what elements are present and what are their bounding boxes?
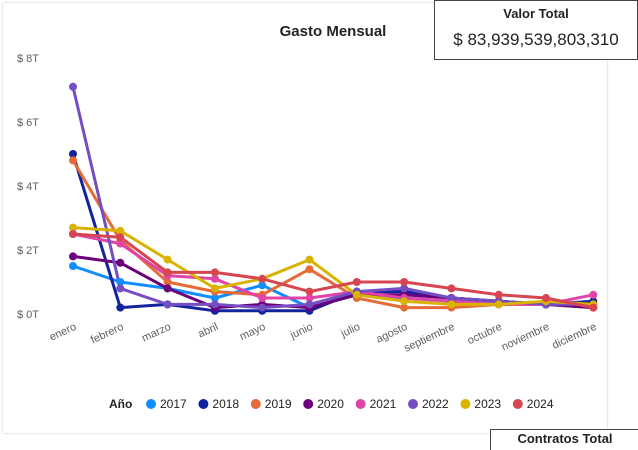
legend-label-2018[interactable]: 2018 (212, 397, 239, 411)
kpi-value: $ 83,939,539,803,310 (453, 30, 619, 49)
x-tick-label: febrero (89, 321, 126, 347)
y-tick-label: $ 4T (17, 181, 39, 193)
legend-label-2024[interactable]: 2024 (527, 397, 554, 411)
data-point-2023[interactable] (116, 226, 125, 235)
x-tick-label: diciembre (550, 321, 598, 352)
data-point-2024[interactable] (258, 274, 267, 283)
legend-marker-2018[interactable] (198, 399, 209, 409)
legend-marker-2017[interactable] (146, 399, 156, 409)
data-point-2021[interactable] (305, 294, 314, 302)
chart-panel: Gasto Mensual $ 0T $ 2T $ 4T $ 6T $ 8T enero… (3, 3, 631, 433)
y-axis: $ 0T $ 2T $ 4T $ 6T $ 8T (17, 53, 39, 321)
y-tick-label: $ 0T (17, 309, 39, 321)
data-point-2024[interactable] (400, 278, 409, 286)
x-tick-label: junio (288, 321, 315, 342)
legend-label-2020[interactable]: 2020 (317, 397, 344, 411)
data-point-2019[interactable] (163, 278, 172, 286)
x-tick-label: octubre (466, 321, 504, 347)
legend-marker-2019[interactable] (250, 399, 261, 409)
data-point-2022[interactable] (400, 284, 409, 293)
series-line-2023[interactable] (71, 226, 595, 306)
data-point-2018[interactable] (116, 303, 125, 312)
data-point-2020[interactable] (69, 252, 77, 261)
data-point-2018[interactable] (69, 150, 77, 158)
data-point-2024[interactable] (163, 268, 172, 277)
data-point-2017[interactable] (116, 278, 125, 286)
x-tick-label: septiembre (402, 321, 456, 355)
legend-label-2022[interactable]: 2022 (422, 397, 449, 411)
series-line-2022[interactable] (71, 85, 595, 310)
data-point-2023[interactable] (305, 255, 314, 264)
legend-label-2017[interactable]: 2017 (160, 397, 187, 411)
data-point-2017[interactable] (210, 294, 219, 302)
x-tick-label: abril (196, 321, 220, 341)
data-point-2021[interactable] (258, 294, 267, 302)
data-point-2022[interactable] (210, 300, 219, 309)
data-point-2019[interactable] (69, 156, 77, 165)
data-point-2024[interactable] (494, 290, 503, 299)
data-point-2021[interactable] (116, 239, 125, 248)
data-point-2023[interactable] (494, 300, 503, 309)
y-tick-label: $ 6T (17, 117, 39, 129)
legend-label-2021[interactable]: 2021 (370, 397, 397, 411)
x-axis: enero febrero marzo abril mayo junio julio agos… (48, 321, 599, 355)
data-point-2022[interactable] (305, 300, 314, 309)
data-point-2022[interactable] (163, 300, 172, 309)
data-point-2024[interactable] (210, 268, 219, 277)
data-point-2020[interactable] (116, 258, 125, 267)
x-tick-label: julio (338, 321, 362, 341)
data-point-2023[interactable] (69, 223, 77, 232)
legend-marker-2022[interactable] (408, 399, 418, 409)
kpi-card-valor-total: Valor Total $ 83,939,539,803,310 (434, 0, 638, 60)
data-point-2022[interactable] (447, 294, 456, 302)
kpi-title: Valor Total (503, 6, 569, 21)
series-points (69, 82, 598, 315)
legend-marker-2023[interactable] (460, 399, 471, 409)
data-point-2023[interactable] (352, 290, 361, 299)
chart-title: Gasto Mensual (280, 23, 387, 40)
kpi-title-contratos: Contratos Total (517, 431, 613, 446)
legend: Año 2017 2018 2019 2020 2021 2022 2023 2024 (109, 397, 554, 411)
y-tick-label: $ 8T (17, 53, 39, 65)
x-tick-label: noviembre (500, 321, 552, 354)
legend-title: Año (109, 397, 132, 411)
data-point-2023[interactable] (447, 300, 456, 309)
legend-marker-2021[interactable] (355, 399, 366, 409)
data-point-2021[interactable] (210, 274, 219, 283)
data-point-2022[interactable] (69, 82, 77, 91)
data-point-2024[interactable] (589, 303, 598, 312)
legend-marker-2020[interactable] (303, 399, 314, 409)
data-point-2022[interactable] (258, 303, 267, 312)
legend-marker-2024[interactable] (512, 399, 523, 409)
x-tick-label: mayo (238, 321, 267, 343)
data-point-2024[interactable] (542, 294, 550, 302)
x-tick-label: marzo (140, 321, 173, 345)
series-lines (71, 85, 595, 313)
data-point-2023[interactable] (400, 297, 409, 306)
data-point-2024[interactable] (116, 233, 125, 242)
data-point-2024[interactable] (69, 230, 77, 238)
series-line-2024[interactable] (71, 232, 595, 310)
data-point-2024[interactable] (305, 287, 314, 296)
data-point-2021[interactable] (589, 290, 598, 299)
y-tick-label: $ 2T (17, 245, 39, 257)
data-point-2022[interactable] (116, 284, 125, 293)
kpi-card-contratos-total: Contratos Total (490, 429, 638, 450)
legend-label-2019[interactable]: 2019 (265, 397, 292, 411)
line-chart[interactable]: Gasto Mensual $ 0T $ 2T $ 4T $ 6T $ 8T enero… (3, 3, 631, 433)
data-point-2024[interactable] (352, 278, 361, 286)
data-point-2020[interactable] (163, 284, 172, 293)
data-point-2019[interactable] (305, 265, 314, 274)
data-point-2023[interactable] (210, 284, 219, 293)
data-point-2023[interactable] (163, 255, 172, 264)
data-point-2017[interactable] (258, 281, 267, 290)
x-tick-label: enero (48, 321, 79, 344)
data-point-2017[interactable] (69, 262, 77, 270)
legend-label-2023[interactable]: 2023 (474, 397, 501, 411)
data-point-2019[interactable] (400, 303, 409, 312)
data-point-2024[interactable] (447, 284, 456, 293)
